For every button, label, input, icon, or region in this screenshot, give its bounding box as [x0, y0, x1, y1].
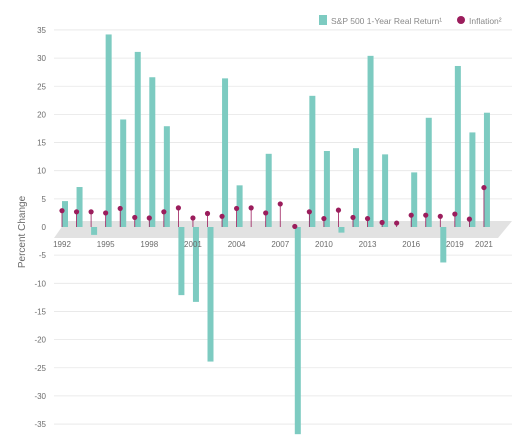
inflation-point — [466, 216, 472, 222]
return-bar — [353, 148, 359, 227]
y-tick-label: -25 — [34, 364, 46, 373]
inflation-point — [379, 219, 385, 226]
return-bar — [265, 153, 272, 227]
inflation-point — [146, 215, 152, 221]
x-tick-label: 2013 — [359, 240, 377, 249]
grid-lines — [54, 29, 512, 425]
return-bar — [483, 112, 490, 227]
x-tick-label: 2016 — [402, 240, 420, 249]
inflation-point — [117, 205, 123, 212]
legend-swatch-inflation — [457, 16, 465, 24]
inflation-point — [88, 209, 94, 215]
inflation-point — [350, 214, 356, 221]
x-tick-label: 1995 — [97, 240, 115, 249]
return-bar — [411, 172, 418, 227]
legend-swatch-returns — [319, 15, 327, 25]
return-bar — [222, 78, 229, 227]
y-tick-label: 25 — [37, 82, 46, 91]
inflation-point — [190, 215, 196, 221]
inflation-point — [73, 209, 80, 215]
inflation-point — [204, 210, 211, 217]
inflation-point — [423, 212, 429, 218]
y-tick-label: 30 — [37, 54, 46, 63]
return-bar — [294, 227, 301, 435]
y-tick-label: 5 — [42, 195, 47, 204]
inflation-point — [364, 215, 371, 222]
return-bar — [323, 150, 330, 227]
return-bar — [440, 227, 447, 263]
return-bar — [338, 227, 345, 233]
return-bar — [163, 126, 170, 227]
inflation-point — [292, 223, 298, 230]
x-tick-label: 2007 — [271, 240, 289, 249]
inflation-point — [408, 212, 414, 218]
return-bar — [134, 51, 141, 228]
legend-label-inflation: Inflation² — [469, 16, 502, 26]
inflation-point — [263, 210, 269, 216]
return-bar — [454, 65, 461, 228]
return-bar — [178, 227, 185, 296]
y-axis-label: Percent Change — [17, 195, 28, 268]
y-tick-label: -20 — [34, 336, 46, 345]
y-tick-label: 0 — [42, 223, 47, 232]
y-tick-label: 15 — [37, 139, 46, 148]
x-tick-label: 1998 — [140, 240, 158, 249]
inflation-point — [335, 207, 342, 213]
inflation-point — [161, 209, 167, 215]
return-bars — [62, 34, 490, 435]
inflation-point — [59, 208, 65, 214]
inflation-point — [277, 201, 283, 207]
inflation-point — [437, 213, 443, 219]
y-tick-label: -15 — [34, 307, 46, 316]
return-bar — [236, 185, 243, 227]
return-bar — [76, 187, 83, 227]
return-bar — [62, 201, 68, 227]
inflation-point — [306, 209, 312, 215]
inflation-point — [234, 205, 240, 212]
y-axis-ticks: 35 30 25 20 15 10 5 0 -5 -10 -15 -20 -25 -30 -35 — [34, 26, 46, 429]
inflation-point — [452, 211, 458, 217]
x-tick-label: 1992 — [53, 240, 71, 249]
x-tick-label: 2001 — [184, 240, 202, 249]
return-bar — [367, 55, 374, 228]
y-tick-label: -5 — [39, 251, 47, 260]
return-bar — [309, 95, 316, 227]
x-tick-label: 2004 — [228, 240, 246, 249]
y-tick-label: 10 — [37, 167, 46, 176]
return-bar — [91, 227, 98, 235]
return-bar — [149, 77, 156, 227]
y-tick-label: 20 — [37, 110, 46, 119]
y-tick-label: 35 — [37, 26, 46, 35]
return-bar — [207, 227, 214, 362]
x-axis-ticks: 1992 1995 1998 2001 2004 2007 2010 2013 2016 2019… — [53, 240, 493, 249]
inflation-point — [481, 184, 487, 191]
legend: S&P 500 1-Year Real Return¹ Inflation² — [319, 15, 502, 26]
return-bar — [105, 34, 112, 228]
inflation-point — [219, 213, 225, 219]
y-tick-label: -35 — [34, 420, 46, 429]
return-bar — [382, 154, 389, 227]
x-tick-label: 2010 — [315, 240, 333, 249]
inflation-point — [321, 215, 327, 222]
inflation-point — [248, 205, 254, 211]
inflation-point — [103, 210, 109, 216]
legend-label-returns: S&P 500 1-Year Real Return¹ — [331, 16, 442, 26]
inflation-markers — [59, 184, 487, 230]
return-bar — [425, 117, 432, 227]
return-bar — [469, 132, 476, 227]
x-tick-label: 2021 — [475, 240, 493, 249]
return-bar — [120, 119, 127, 227]
inflation-point — [132, 214, 138, 221]
y-tick-label: -10 — [34, 279, 46, 288]
return-bar — [192, 227, 199, 302]
inflation-point — [175, 205, 181, 211]
inflation-point — [394, 220, 400, 226]
y-tick-label: -30 — [34, 392, 46, 401]
x-tick-label: 2019 — [446, 240, 464, 249]
